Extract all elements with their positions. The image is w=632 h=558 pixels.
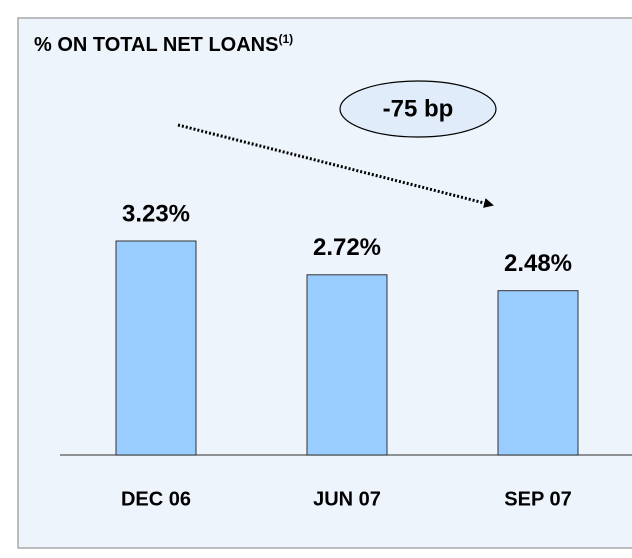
x-tick-label: SEP 07 [504, 488, 571, 510]
chart-title: % ON TOTAL NET LOANS(1) [34, 32, 293, 56]
bar [497, 290, 579, 456]
annotation-bubble [339, 80, 497, 138]
title-superscript: (1) [278, 32, 293, 46]
x-tick-label: DEC 06 [121, 488, 191, 510]
x-tick-label: JUN 07 [313, 488, 381, 510]
bar [306, 274, 388, 456]
value-label: 2.72% [313, 234, 381, 261]
bar [115, 240, 197, 456]
value-label: 2.48% [504, 250, 572, 277]
title-text: % ON TOTAL NET LOANS [34, 34, 278, 56]
annotation: -75 bp [383, 95, 454, 122]
value-label: 3.23% [122, 200, 190, 227]
